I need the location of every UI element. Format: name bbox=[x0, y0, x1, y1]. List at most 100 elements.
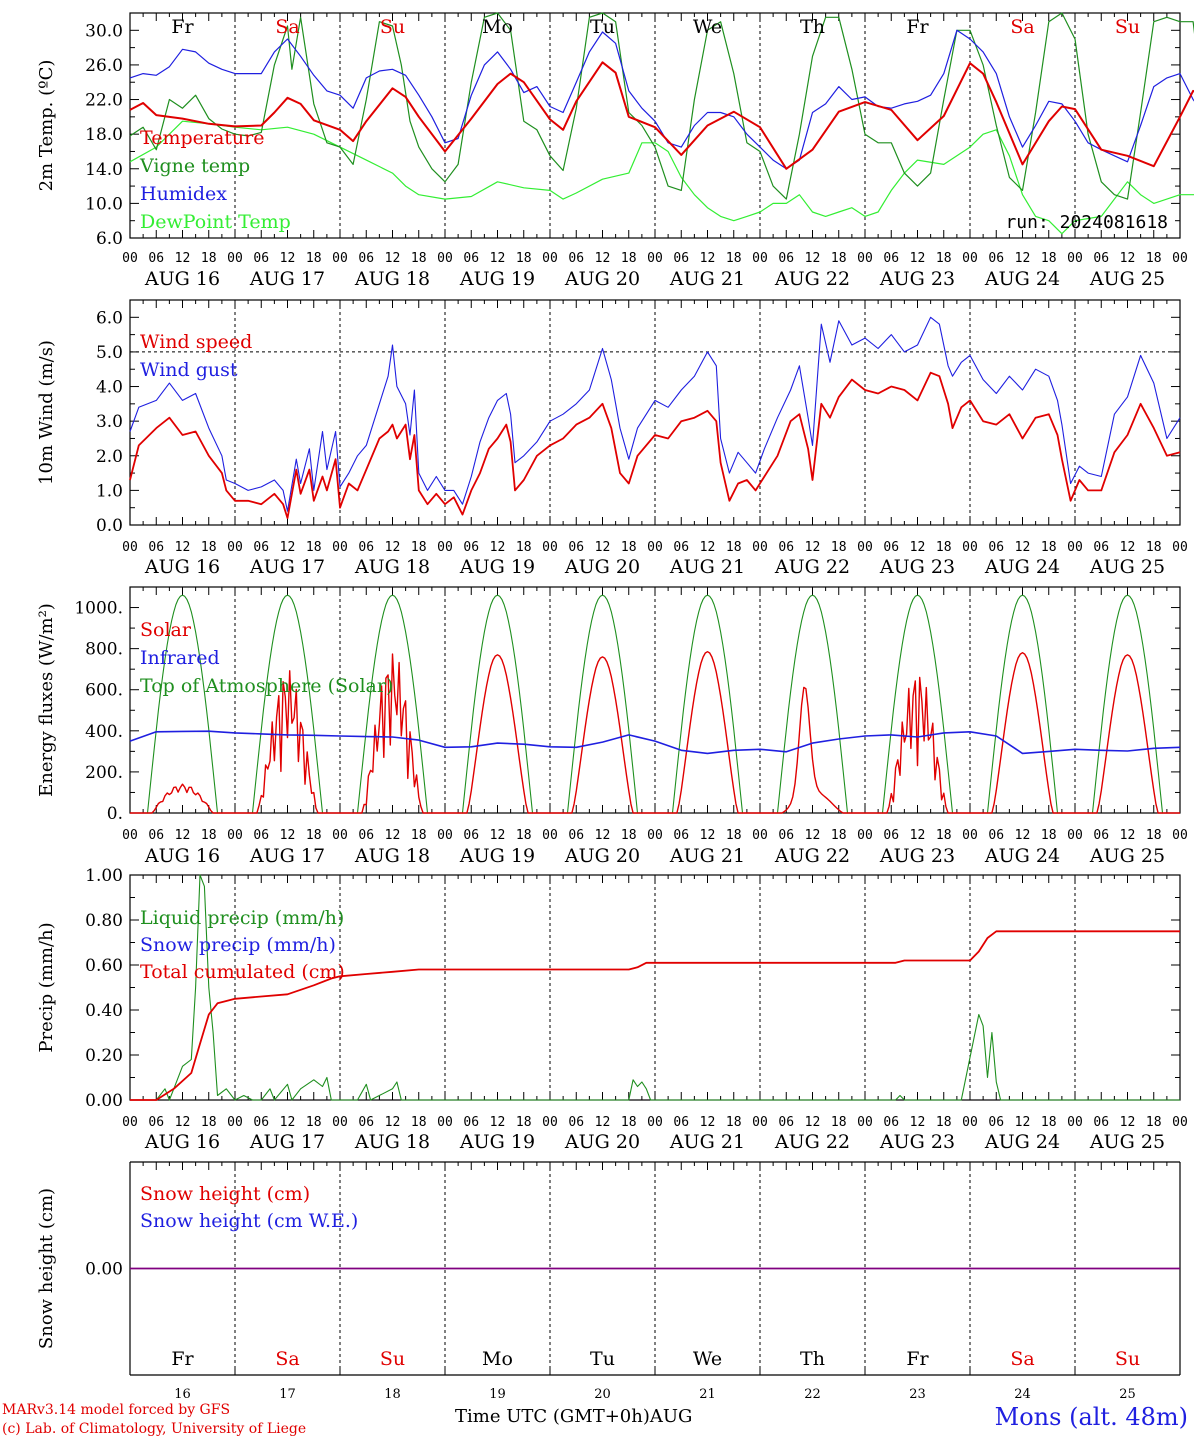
hour-tick-label: 18 bbox=[1041, 1115, 1057, 1130]
hour-tick-label: 06 bbox=[358, 540, 374, 555]
date-label: AUG 24 bbox=[984, 556, 1060, 578]
hour-tick-label: 00 bbox=[1172, 828, 1188, 843]
date-label: AUG 16 bbox=[144, 1131, 220, 1153]
hour-tick-label: 00 bbox=[542, 251, 558, 266]
hour-tick-label: 12 bbox=[910, 251, 926, 266]
hour-tick-label: 12 bbox=[1015, 828, 1031, 843]
day-number-label: 19 bbox=[489, 1387, 506, 1402]
y-tick-label: 4.0 bbox=[96, 378, 123, 398]
hour-tick-label: 00 bbox=[332, 1115, 348, 1130]
hour-tick-label: 06 bbox=[568, 828, 584, 843]
y-tick-label: 0.0 bbox=[96, 516, 123, 536]
date-label: AUG 19 bbox=[459, 845, 535, 867]
hour-tick-label: 18 bbox=[1041, 540, 1057, 555]
series-line-dewpoint-temp bbox=[129, 120, 1194, 235]
day-number-label: 18 bbox=[384, 1387, 401, 1402]
y-axis-label: Precip (mm/h) bbox=[36, 922, 57, 1052]
hour-tick-label: 12 bbox=[280, 828, 296, 843]
legend-entry: Wind speed bbox=[140, 331, 252, 353]
hour-tick-label: 06 bbox=[988, 1115, 1004, 1130]
hour-tick-label: 06 bbox=[1093, 540, 1109, 555]
hour-tick-label: 06 bbox=[568, 540, 584, 555]
legend-entry: Infrared bbox=[140, 647, 220, 669]
hour-tick-label: 18 bbox=[201, 251, 217, 266]
hour-tick-label: 06 bbox=[883, 540, 899, 555]
hour-tick-label: 06 bbox=[463, 828, 479, 843]
hour-tick-label: 06 bbox=[988, 828, 1004, 843]
weekday-label: Su bbox=[1115, 1348, 1140, 1370]
y-tick-label: 3.0 bbox=[96, 412, 123, 432]
hour-tick-label: 12 bbox=[490, 540, 506, 555]
weekday-label: Sa bbox=[275, 1348, 299, 1370]
model-credit: MARv3.14 model forced by GFS bbox=[2, 1402, 231, 1418]
hour-tick-label: 06 bbox=[253, 540, 269, 555]
date-label: AUG 22 bbox=[774, 268, 850, 290]
hour-tick-label: 18 bbox=[831, 1115, 847, 1130]
hour-tick-label: 00 bbox=[437, 1115, 453, 1130]
weekday-label: Sa bbox=[1010, 1348, 1034, 1370]
hour-tick-label: 12 bbox=[280, 1115, 296, 1130]
hour-tick-label: 18 bbox=[831, 540, 847, 555]
hour-tick-label: 06 bbox=[883, 251, 899, 266]
hour-tick-label: 00 bbox=[1067, 251, 1083, 266]
day-number-label: 17 bbox=[279, 1387, 296, 1402]
hour-tick-label: 12 bbox=[385, 540, 401, 555]
y-tick-label: 0.00 bbox=[85, 1091, 123, 1111]
hour-tick-label: 00 bbox=[227, 540, 243, 555]
date-label: AUG 19 bbox=[459, 556, 535, 578]
hour-tick-label: 18 bbox=[936, 828, 952, 843]
hour-tick-label: 06 bbox=[358, 1115, 374, 1130]
hour-tick-label: 06 bbox=[1093, 828, 1109, 843]
hour-tick-label: 06 bbox=[673, 251, 689, 266]
y-tick-label: 26.0 bbox=[85, 56, 123, 76]
hour-tick-label: 00 bbox=[857, 251, 873, 266]
hour-tick-label: 06 bbox=[673, 828, 689, 843]
date-label: AUG 22 bbox=[774, 1131, 850, 1153]
hour-tick-label: 00 bbox=[122, 1115, 138, 1130]
hour-tick-label: 18 bbox=[1041, 251, 1057, 266]
y-tick-label: 6.0 bbox=[96, 308, 123, 328]
weekday-label: Tu bbox=[590, 16, 615, 38]
date-label: AUG 17 bbox=[249, 1131, 325, 1153]
legend-entry: DewPoint Temp bbox=[140, 211, 291, 233]
hour-tick-label: 18 bbox=[936, 540, 952, 555]
date-label: AUG 17 bbox=[249, 556, 325, 578]
legend-entry: Top of Atmosphere (Solar) bbox=[140, 675, 393, 697]
hour-tick-label: 00 bbox=[122, 251, 138, 266]
hour-tick-label: 18 bbox=[306, 251, 322, 266]
energy-panel: 0. 200. 400. 600. 800. 1000. Energy fluxes (W/… bbox=[36, 586, 1188, 867]
hour-tick-label: 12 bbox=[910, 1115, 926, 1130]
hour-tick-label: 18 bbox=[831, 251, 847, 266]
series-line-wind-gust bbox=[129, 316, 1181, 512]
hour-tick-label: 00 bbox=[752, 251, 768, 266]
hour-tick-label: 00 bbox=[332, 251, 348, 266]
legend-entry: Temperature bbox=[140, 127, 264, 149]
hour-tick-label: 12 bbox=[175, 251, 191, 266]
hour-tick-label: 00 bbox=[962, 828, 978, 843]
date-label: AUG 23 bbox=[879, 1131, 955, 1153]
hour-tick-label: 00 bbox=[1172, 1115, 1188, 1130]
legend-entry: Solar bbox=[140, 619, 192, 641]
y-tick-label: 5.0 bbox=[96, 343, 123, 363]
hour-tick-label: 12 bbox=[1120, 251, 1136, 266]
hour-tick-label: 06 bbox=[988, 251, 1004, 266]
date-label: AUG 19 bbox=[459, 268, 535, 290]
hour-tick-label: 12 bbox=[175, 540, 191, 555]
hour-tick-label: 12 bbox=[910, 828, 926, 843]
hour-tick-label: 00 bbox=[437, 540, 453, 555]
hour-tick-label: 18 bbox=[621, 251, 637, 266]
date-label: AUG 18 bbox=[354, 268, 430, 290]
date-label: AUG 20 bbox=[564, 1131, 640, 1153]
hour-tick-label: 06 bbox=[883, 1115, 899, 1130]
hour-tick-label: 18 bbox=[726, 540, 742, 555]
hour-tick-label: 18 bbox=[516, 1115, 532, 1130]
hour-tick-label: 06 bbox=[883, 828, 899, 843]
hour-tick-label: 06 bbox=[673, 540, 689, 555]
hour-tick-label: 00 bbox=[647, 828, 663, 843]
hour-tick-label: 06 bbox=[148, 540, 164, 555]
hour-tick-label: 12 bbox=[595, 540, 611, 555]
hour-tick-label: 00 bbox=[647, 1115, 663, 1130]
wind-panel: 0.0 1.0 2.0 3.0 4.0 5.0 6.0 10m Wind (m/s) 00 06 1… bbox=[36, 299, 1188, 578]
hour-tick-label: 06 bbox=[463, 1115, 479, 1130]
weekday-label: Fr bbox=[171, 16, 194, 38]
